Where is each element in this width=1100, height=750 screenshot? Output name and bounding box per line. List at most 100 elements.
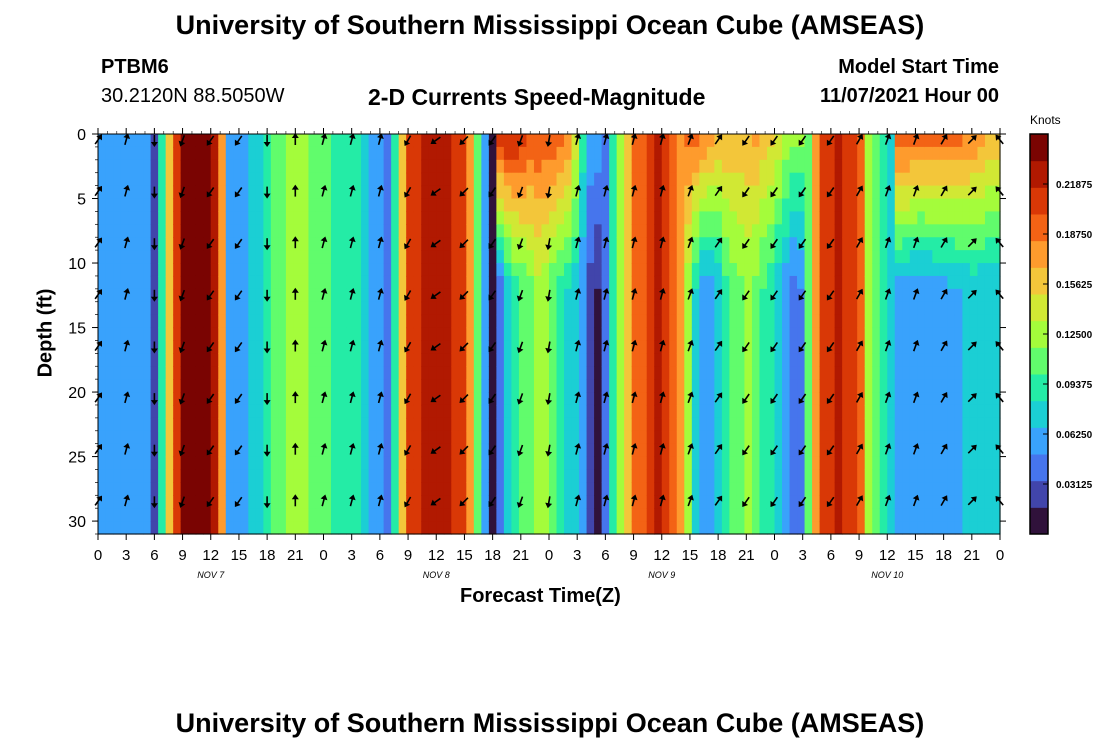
heatmap-cell [233,495,242,509]
heatmap-cell [165,288,174,303]
heatmap-cell [496,275,505,290]
heatmap-cell [278,443,287,458]
heatmap-cell [721,314,730,329]
heatmap-cell [594,250,603,264]
heatmap-cell [413,417,422,432]
heatmap-cell [128,521,137,535]
heatmap-cell [383,430,392,445]
heatmap-cell [954,392,964,406]
heatmap-cell [699,146,708,161]
heatmap-cell [736,417,746,432]
heatmap-cell [218,443,227,458]
heatmap-cell [992,185,1001,200]
heatmap-cell [488,521,497,535]
heatmap-cell [932,417,941,432]
heatmap-cell [849,392,858,406]
heatmap-cell [782,327,791,342]
heatmap-cell [481,288,490,303]
heatmap-cell [98,288,107,303]
heatmap-cell [421,482,430,496]
heatmap-cell [300,469,310,483]
heatmap-cell [413,134,422,148]
heatmap-cell [721,288,730,303]
heatmap-cell [308,430,317,445]
heatmap-cell [759,314,768,329]
heatmap-cell [458,250,467,264]
heatmap-cell [797,159,806,174]
heatmap-cell [338,417,347,432]
heatmap-cell [782,134,791,148]
heatmap-cell [609,366,618,380]
current-vector-arrow [714,185,723,197]
heatmap-cell [684,237,693,251]
heatmap-cell [699,430,708,445]
heatmap-cell [481,353,490,367]
heatmap-cell [804,340,813,354]
heatmap-cell [150,159,159,174]
heatmap-cell [293,314,302,329]
heatmap-cell [135,404,144,419]
heatmap-cell [353,456,362,471]
heatmap-cell [143,353,152,367]
heatmap-cell [113,482,122,496]
heatmap-cell [684,159,693,174]
heatmap-cell [714,469,723,483]
heatmap-cell [902,159,911,174]
current-vector-arrow [123,391,131,404]
heatmap-cell [721,521,730,535]
heatmap-cell [909,340,918,354]
heatmap-cell [729,211,738,225]
current-vector-arrow [884,391,892,404]
heatmap-cell [969,366,979,380]
heatmap-cell [842,392,851,406]
heatmap-cell [879,327,888,342]
heatmap-cell [992,275,1001,290]
heatmap-cell [661,508,670,522]
heatmap-cell [173,521,182,535]
heatmap-cell [924,495,933,509]
current-vector-arrow [545,341,553,354]
heatmap-cell [353,224,362,238]
heatmap-cell [984,340,994,354]
heatmap-cell [586,430,595,445]
heatmap-cell [165,508,174,522]
y-tick-label: 25 [68,450,86,467]
heatmap-cell [954,211,964,225]
heatmap-cell [180,392,189,406]
heatmap-cell [594,237,603,251]
heatmap-cell [443,275,452,290]
heatmap-cell [962,263,971,277]
heatmap-cell [887,263,896,277]
heatmap-cell [616,353,625,367]
heatmap-cell [639,159,648,174]
heatmap-cell [954,366,964,380]
heatmap-cell [939,172,948,187]
heatmap-cell [887,185,896,200]
heatmap-cell [443,469,452,483]
heatmap-cell [586,443,595,458]
heatmap-cell [180,353,189,367]
heatmap-cell [331,508,340,522]
heatmap-cell [714,314,723,329]
heatmap-cell [188,353,197,367]
heatmap-cell [714,430,723,445]
heatmap-cell [293,288,302,303]
heatmap-cell [188,430,197,445]
heatmap-cell [466,495,475,509]
heatmap-cell [173,353,182,367]
heatmap-cell [451,263,460,277]
heatmap-cell [887,288,896,303]
heatmap-cell [609,495,618,509]
heatmap-cell [323,340,332,354]
current-vector-arrow [488,290,497,301]
current-vector-arrow [798,238,807,249]
heatmap-cell [203,353,212,367]
heatmap-cell [391,237,400,251]
heatmap-cell [173,134,182,148]
heatmap-cell [834,288,843,303]
heatmap-cell [744,482,753,496]
heatmap-cell [218,146,227,161]
heatmap-cell [872,340,881,354]
heatmap-cell [962,288,971,303]
heatmap-cell [691,379,700,393]
